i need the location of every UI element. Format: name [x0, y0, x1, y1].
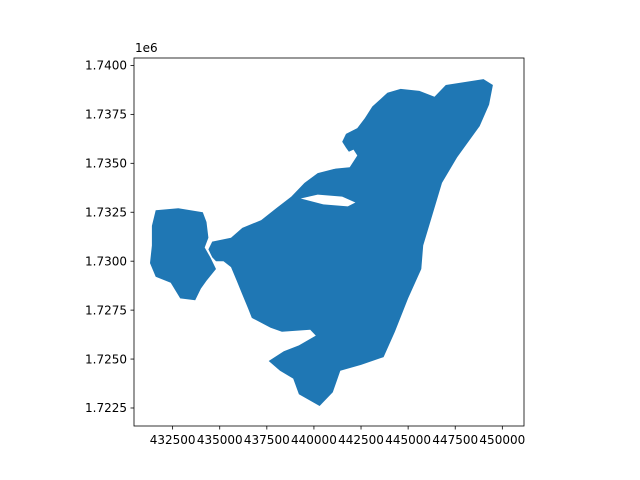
- y-offset-text: 1e6: [135, 41, 158, 55]
- y-tick-label: 1.7300: [85, 254, 127, 268]
- y-axis: 1.7225 1.7250 1.7275 1.7300 1.7325 1.7350 1.73…: [85, 59, 134, 415]
- plot-area: [133, 57, 525, 427]
- y-tick-label: 1.7400: [85, 59, 127, 73]
- y-tick-label: 1.7250: [85, 352, 127, 366]
- x-tick-label: 435000: [197, 433, 243, 447]
- main-polygon: [208, 79, 493, 406]
- x-tick-label: 445000: [385, 433, 431, 447]
- north-notch-hole: [300, 194, 356, 207]
- y-tick-label: 1.7275: [85, 303, 127, 317]
- west-lobe-polygon: [150, 208, 216, 301]
- y-tick-label: 1.7350: [85, 157, 127, 171]
- x-tick-label: 447500: [432, 433, 478, 447]
- x-axis: 432500 435000 437500 440000 442500 445000 4475…: [150, 426, 525, 447]
- y-tick-label: 1.7225: [85, 401, 127, 415]
- axes-frame: [133, 57, 525, 427]
- x-tick-label: 437500: [244, 433, 290, 447]
- y-tick-label: 1.7325: [85, 205, 127, 219]
- x-tick-label: 442500: [338, 433, 384, 447]
- inlet-hole: [315, 149, 358, 170]
- x-tick-label: 432500: [150, 433, 196, 447]
- axes-spines: [133, 57, 525, 427]
- x-tick-label: 440000: [291, 433, 337, 447]
- x-tick-label: 450000: [479, 433, 525, 447]
- y-tick-label: 1.7375: [85, 108, 127, 122]
- polygon-layer: [150, 79, 493, 406]
